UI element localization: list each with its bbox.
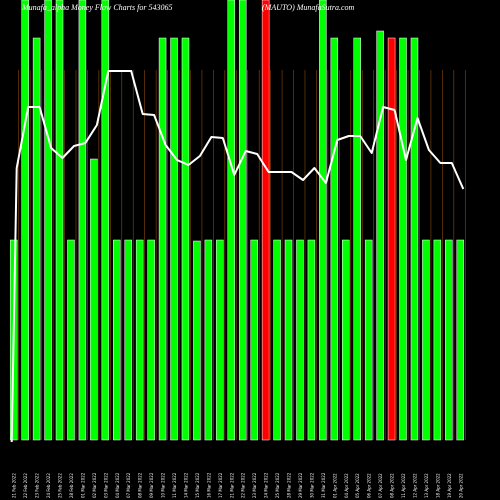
bar [364,239,373,441]
x-tick-label: 20 Apr 2022 [458,473,463,498]
bar [342,239,350,441]
x-tick-label: 09 Mar 2022 [149,472,154,498]
bar [330,37,339,441]
bar-series [9,0,465,441]
bar [238,0,247,441]
bar [387,37,396,441]
bar [433,239,442,441]
x-tick-label: 15 Mar 2022 [195,472,200,498]
x-tick-label: 13 Apr 2022 [424,473,429,498]
bar [193,240,201,441]
x-tick-label: 23 Mar 2022 [252,472,257,498]
x-tick-label: 12 Apr 2022 [412,473,417,498]
bar [261,0,270,441]
x-tick-label: 14 Mar 2022 [183,472,188,498]
x-tick-label: 11 Apr 2022 [401,473,406,498]
x-tick-label: 22 Feb 2022 [23,473,28,498]
x-axis-labels: 21 Feb 2022 22 Feb 2022 23 Feb 2022 24 Feb … [12,472,464,498]
x-tick-label: 18 Apr 2022 [435,473,440,498]
x-tick-label: 07 Apr 2022 [378,473,383,498]
x-tick-label: 28 Feb 2022 [69,473,74,498]
chart-site-label: (MAUTO) MunafaSutra.com [262,3,355,12]
x-tick-label: 01 Mar 2022 [80,472,85,498]
bar [90,158,98,441]
bar [158,37,167,441]
bar [410,37,419,441]
bar [78,0,87,441]
grid [18,70,466,440]
bar [250,239,258,441]
chart-title: Munafa_alpha Money Flow Charts for 54306… [22,3,173,12]
bar [44,0,52,441]
x-tick-label: 23 Feb 2022 [35,473,40,498]
x-tick-label: 28 Mar 2022 [287,472,292,498]
bar [135,239,144,441]
bar [170,37,178,441]
x-tick-label: 25 Feb 2022 [58,473,63,498]
bar [353,37,361,441]
bar [216,239,224,441]
x-tick-label: 04 Apr 2022 [344,473,349,498]
bar [296,239,304,441]
x-tick-label: 07 Mar 2022 [126,472,131,498]
x-tick-label: 10 Mar 2022 [161,472,166,498]
bar [147,239,155,441]
x-tick-label: 01 Apr 2022 [332,473,337,498]
bar [67,239,75,441]
bar [124,239,132,441]
x-tick-label: 17 Mar 2022 [218,472,223,498]
bar [307,239,316,441]
price-line [10,70,465,443]
price-line-path [10,70,465,443]
x-tick-label: 31 Mar 2022 [321,472,326,498]
bar [319,0,327,441]
bar [32,37,41,441]
bar [227,0,236,441]
bar [456,239,465,441]
bar [204,239,213,441]
x-tick-label: 25 Mar 2022 [275,472,280,498]
bar [284,239,293,441]
bar [21,0,29,441]
bar [399,37,407,441]
x-tick-label: 19 Apr 2022 [447,473,452,498]
x-tick-label: 22 Mar 2022 [241,472,246,498]
x-tick-label: 06 Apr 2022 [367,473,372,498]
bar [422,239,430,441]
bar [273,239,281,441]
x-tick-label: 08 Mar 2022 [138,472,143,498]
x-tick-label: 03 Mar 2022 [103,472,108,498]
bar [181,37,190,441]
bar [445,239,453,441]
x-tick-label: 04 Mar 2022 [115,472,120,498]
x-tick-label: 08 Apr 2022 [390,473,395,498]
x-tick-label: 21 Mar 2022 [229,472,234,498]
x-tick-label: 11 Mar 2022 [172,472,177,498]
x-tick-label: 24 Mar 2022 [264,472,269,498]
x-tick-label: 02 Mar 2022 [92,472,97,498]
x-tick-label: 29 Mar 2022 [298,472,303,498]
x-tick-label: 30 Mar 2022 [309,472,314,498]
x-tick-label: 21 Feb 2022 [12,473,17,498]
bar [101,0,110,441]
x-tick-label: 16 Mar 2022 [206,472,211,498]
x-tick-label: 24 Feb 2022 [46,473,51,498]
bar [55,0,64,441]
x-tick-label: 05 Apr 2022 [355,473,360,498]
bar [376,30,384,441]
bar [113,239,121,441]
